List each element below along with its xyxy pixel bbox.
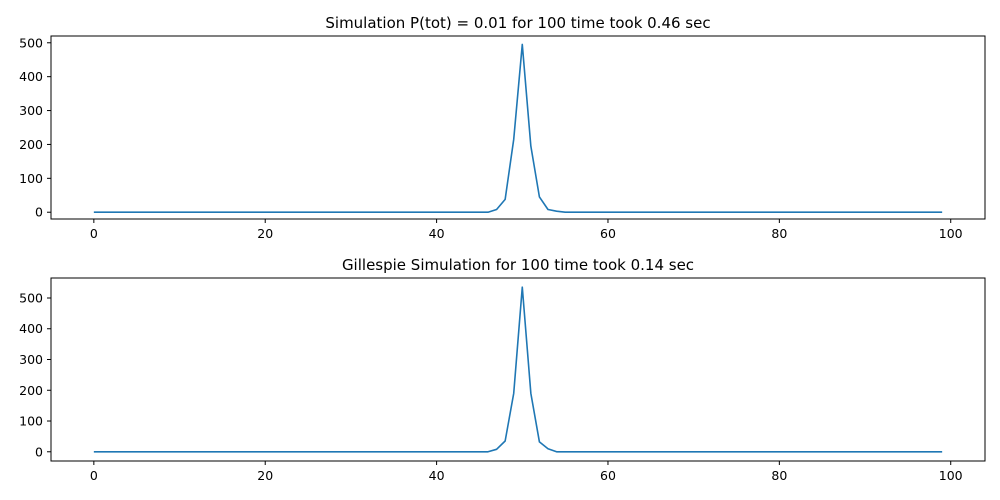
bottom-x-tick-label: 80 <box>771 468 787 483</box>
bottom-x-tick-label: 20 <box>257 468 273 483</box>
top-y-tick-label: 400 <box>19 69 43 84</box>
bottom-y-tick-label: 500 <box>19 290 43 305</box>
top-chart-panel: Simulation P(tot) = 0.01 for 100 time to… <box>19 14 986 241</box>
top-x-tick-label: 0 <box>90 226 98 241</box>
bottom-x-tick-label: 40 <box>429 468 445 483</box>
top-series-line-0 <box>93 43 943 214</box>
top-x-tick-label: 40 <box>429 226 445 241</box>
top-y-tick-label: 300 <box>19 103 43 118</box>
bottom-y-tick-label: 0 <box>35 444 43 459</box>
top-y-tick-label: 200 <box>19 137 43 152</box>
top-chart-title: Simulation P(tot) = 0.01 for 100 time to… <box>325 14 710 32</box>
bottom-y-tick-label: 400 <box>19 321 43 336</box>
bottom-x-tick-label: 0 <box>90 468 98 483</box>
top-y-tick-label: 0 <box>35 205 43 220</box>
top-axes-frame <box>50 35 986 220</box>
bottom-y-tick-label: 200 <box>19 383 43 398</box>
bottom-axes-frame <box>50 277 986 462</box>
bottom-x-tick-label: 60 <box>600 468 616 483</box>
bottom-x-tick-label: 100 <box>939 468 963 483</box>
bottom-y-tick-label: 100 <box>19 414 43 429</box>
top-x-tick-label: 20 <box>257 226 273 241</box>
top-y-tick-label: 500 <box>19 35 43 50</box>
bottom-series-line-0 <box>93 286 943 453</box>
bottom-chart-panel: Gillespie Simulation for 100 time took 0… <box>19 256 986 483</box>
top-x-tick-label: 100 <box>939 226 963 241</box>
bottom-y-tick-label: 300 <box>19 352 43 367</box>
top-x-tick-label: 80 <box>771 226 787 241</box>
bottom-chart-title: Gillespie Simulation for 100 time took 0… <box>342 256 694 274</box>
top-x-tick-label: 60 <box>600 226 616 241</box>
top-y-tick-label: 100 <box>19 171 43 186</box>
